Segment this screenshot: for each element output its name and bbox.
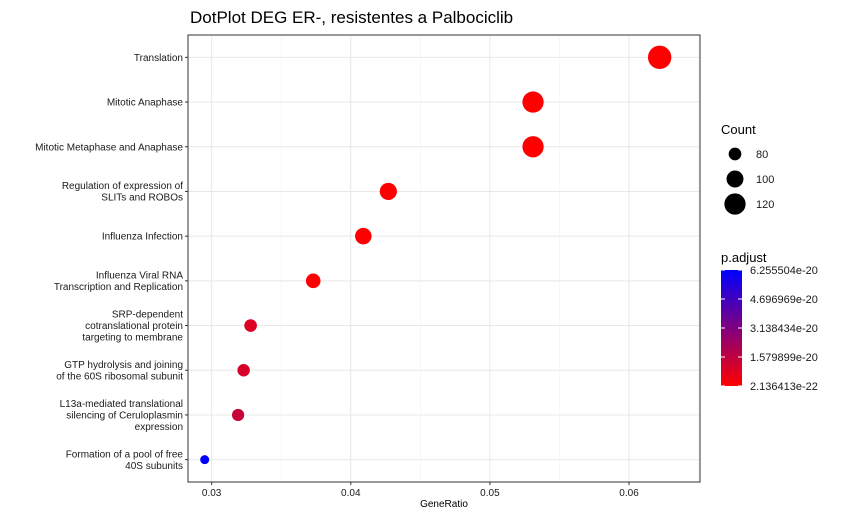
count-legend-key (724, 193, 746, 215)
p-adjust-legend: p.adjust 6.255504e-20 4.696969e-20 3.13843… (721, 250, 818, 393)
y-tick-label: Mitotic Metaphase and Anaphase (35, 142, 183, 153)
y-tick-label: L13a-mediated translational silencing of … (60, 399, 183, 433)
count-legend-label: 120 (756, 199, 774, 211)
y-tick-label: Mitotic Anaphase (107, 98, 184, 109)
panel-border (187, 34, 701, 483)
y-tick-label: Translation (134, 53, 183, 64)
data-point (200, 455, 210, 465)
count-legend-key (726, 170, 744, 188)
panel-background (188, 35, 700, 482)
count-legend: Count 80 100 120 (721, 122, 774, 215)
p-adjust-legend-label: 2.136413e-22 (750, 381, 818, 393)
p-adjust-legend-title: p.adjust (721, 250, 767, 265)
y-tick-label: Formation of a pool of free 40S subunits (66, 449, 184, 472)
data-point (355, 227, 372, 245)
data-point (244, 319, 257, 332)
data-point (305, 273, 321, 289)
count-legend-title: Count (721, 122, 756, 137)
y-axis-labels: Translation Mitotic Anaphase Mitotic Metap… (35, 53, 188, 472)
data-point (379, 182, 397, 201)
plot-panel (187, 34, 701, 483)
data-point (231, 408, 245, 422)
x-tick-label: 0.06 (619, 488, 639, 499)
count-legend-label: 100 (756, 174, 774, 186)
p-adjust-legend-label: 1.579899e-20 (750, 352, 818, 364)
p-adjust-colorbar (721, 270, 742, 386)
y-tick-label: SRP-dependent cotranslational protein targ… (82, 310, 183, 344)
count-legend-label: 80 (756, 149, 768, 161)
data-point (522, 91, 544, 113)
p-adjust-legend-label: 4.696969e-20 (750, 294, 818, 306)
p-adjust-legend-label: 6.255504e-20 (750, 265, 818, 277)
data-point (647, 45, 672, 70)
count-legend-key (728, 147, 742, 161)
chart-title: DotPlot DEG ER-, resistentes a Palbocicl… (190, 8, 513, 27)
x-axis-title: GeneRatio (420, 499, 468, 510)
y-tick-label: GTP hydrolysis and joining of the 60S rib… (56, 360, 183, 383)
x-tick-label: 0.03 (202, 488, 222, 499)
p-adjust-legend-label: 3.138434e-20 (750, 323, 818, 335)
y-tick-label: Regulation of expression of SLITs and ROB… (62, 181, 183, 204)
data-point (522, 136, 544, 158)
x-tick-label: 0.04 (341, 488, 361, 499)
x-axis: 0.03 0.04 0.05 0.06 (202, 482, 639, 499)
data-point (237, 364, 250, 377)
y-tick-label: Influenza Viral RNA Transcription and Rep… (54, 271, 183, 294)
y-tick-label: Influenza Infection (102, 232, 183, 243)
x-tick-label: 0.05 (480, 488, 500, 499)
